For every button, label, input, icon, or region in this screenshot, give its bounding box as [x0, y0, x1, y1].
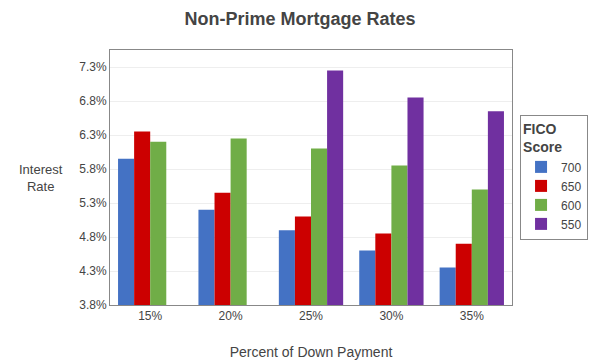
- svg-text:30%: 30%: [379, 309, 403, 323]
- svg-text:7.3%: 7.3%: [79, 60, 107, 74]
- svg-text:600: 600: [561, 199, 581, 213]
- svg-text:5.3%: 5.3%: [79, 196, 107, 210]
- svg-text:Non-Prime Mortgage Rates: Non-Prime Mortgage Rates: [184, 9, 415, 29]
- svg-text:20%: 20%: [219, 309, 243, 323]
- svg-text:25%: 25%: [299, 309, 323, 323]
- svg-text:Percent of Down Payment: Percent of Down Payment: [230, 344, 393, 360]
- svg-text:4.3%: 4.3%: [79, 264, 107, 278]
- svg-text:3.8%: 3.8%: [79, 298, 107, 312]
- svg-text:InterestRate: InterestRate: [19, 162, 63, 194]
- svg-text:700: 700: [561, 161, 581, 175]
- svg-text:5.8%: 5.8%: [79, 162, 107, 176]
- svg-text:550: 550: [561, 218, 581, 232]
- svg-text:6.8%: 6.8%: [79, 94, 107, 108]
- svg-text:650: 650: [561, 180, 581, 194]
- svg-text:4.8%: 4.8%: [79, 230, 107, 244]
- svg-text:15%: 15%: [138, 309, 162, 323]
- svg-text:FICOScore: FICOScore: [523, 121, 562, 155]
- svg-text:35%: 35%: [460, 309, 484, 323]
- svg-text:6.3%: 6.3%: [79, 128, 107, 142]
